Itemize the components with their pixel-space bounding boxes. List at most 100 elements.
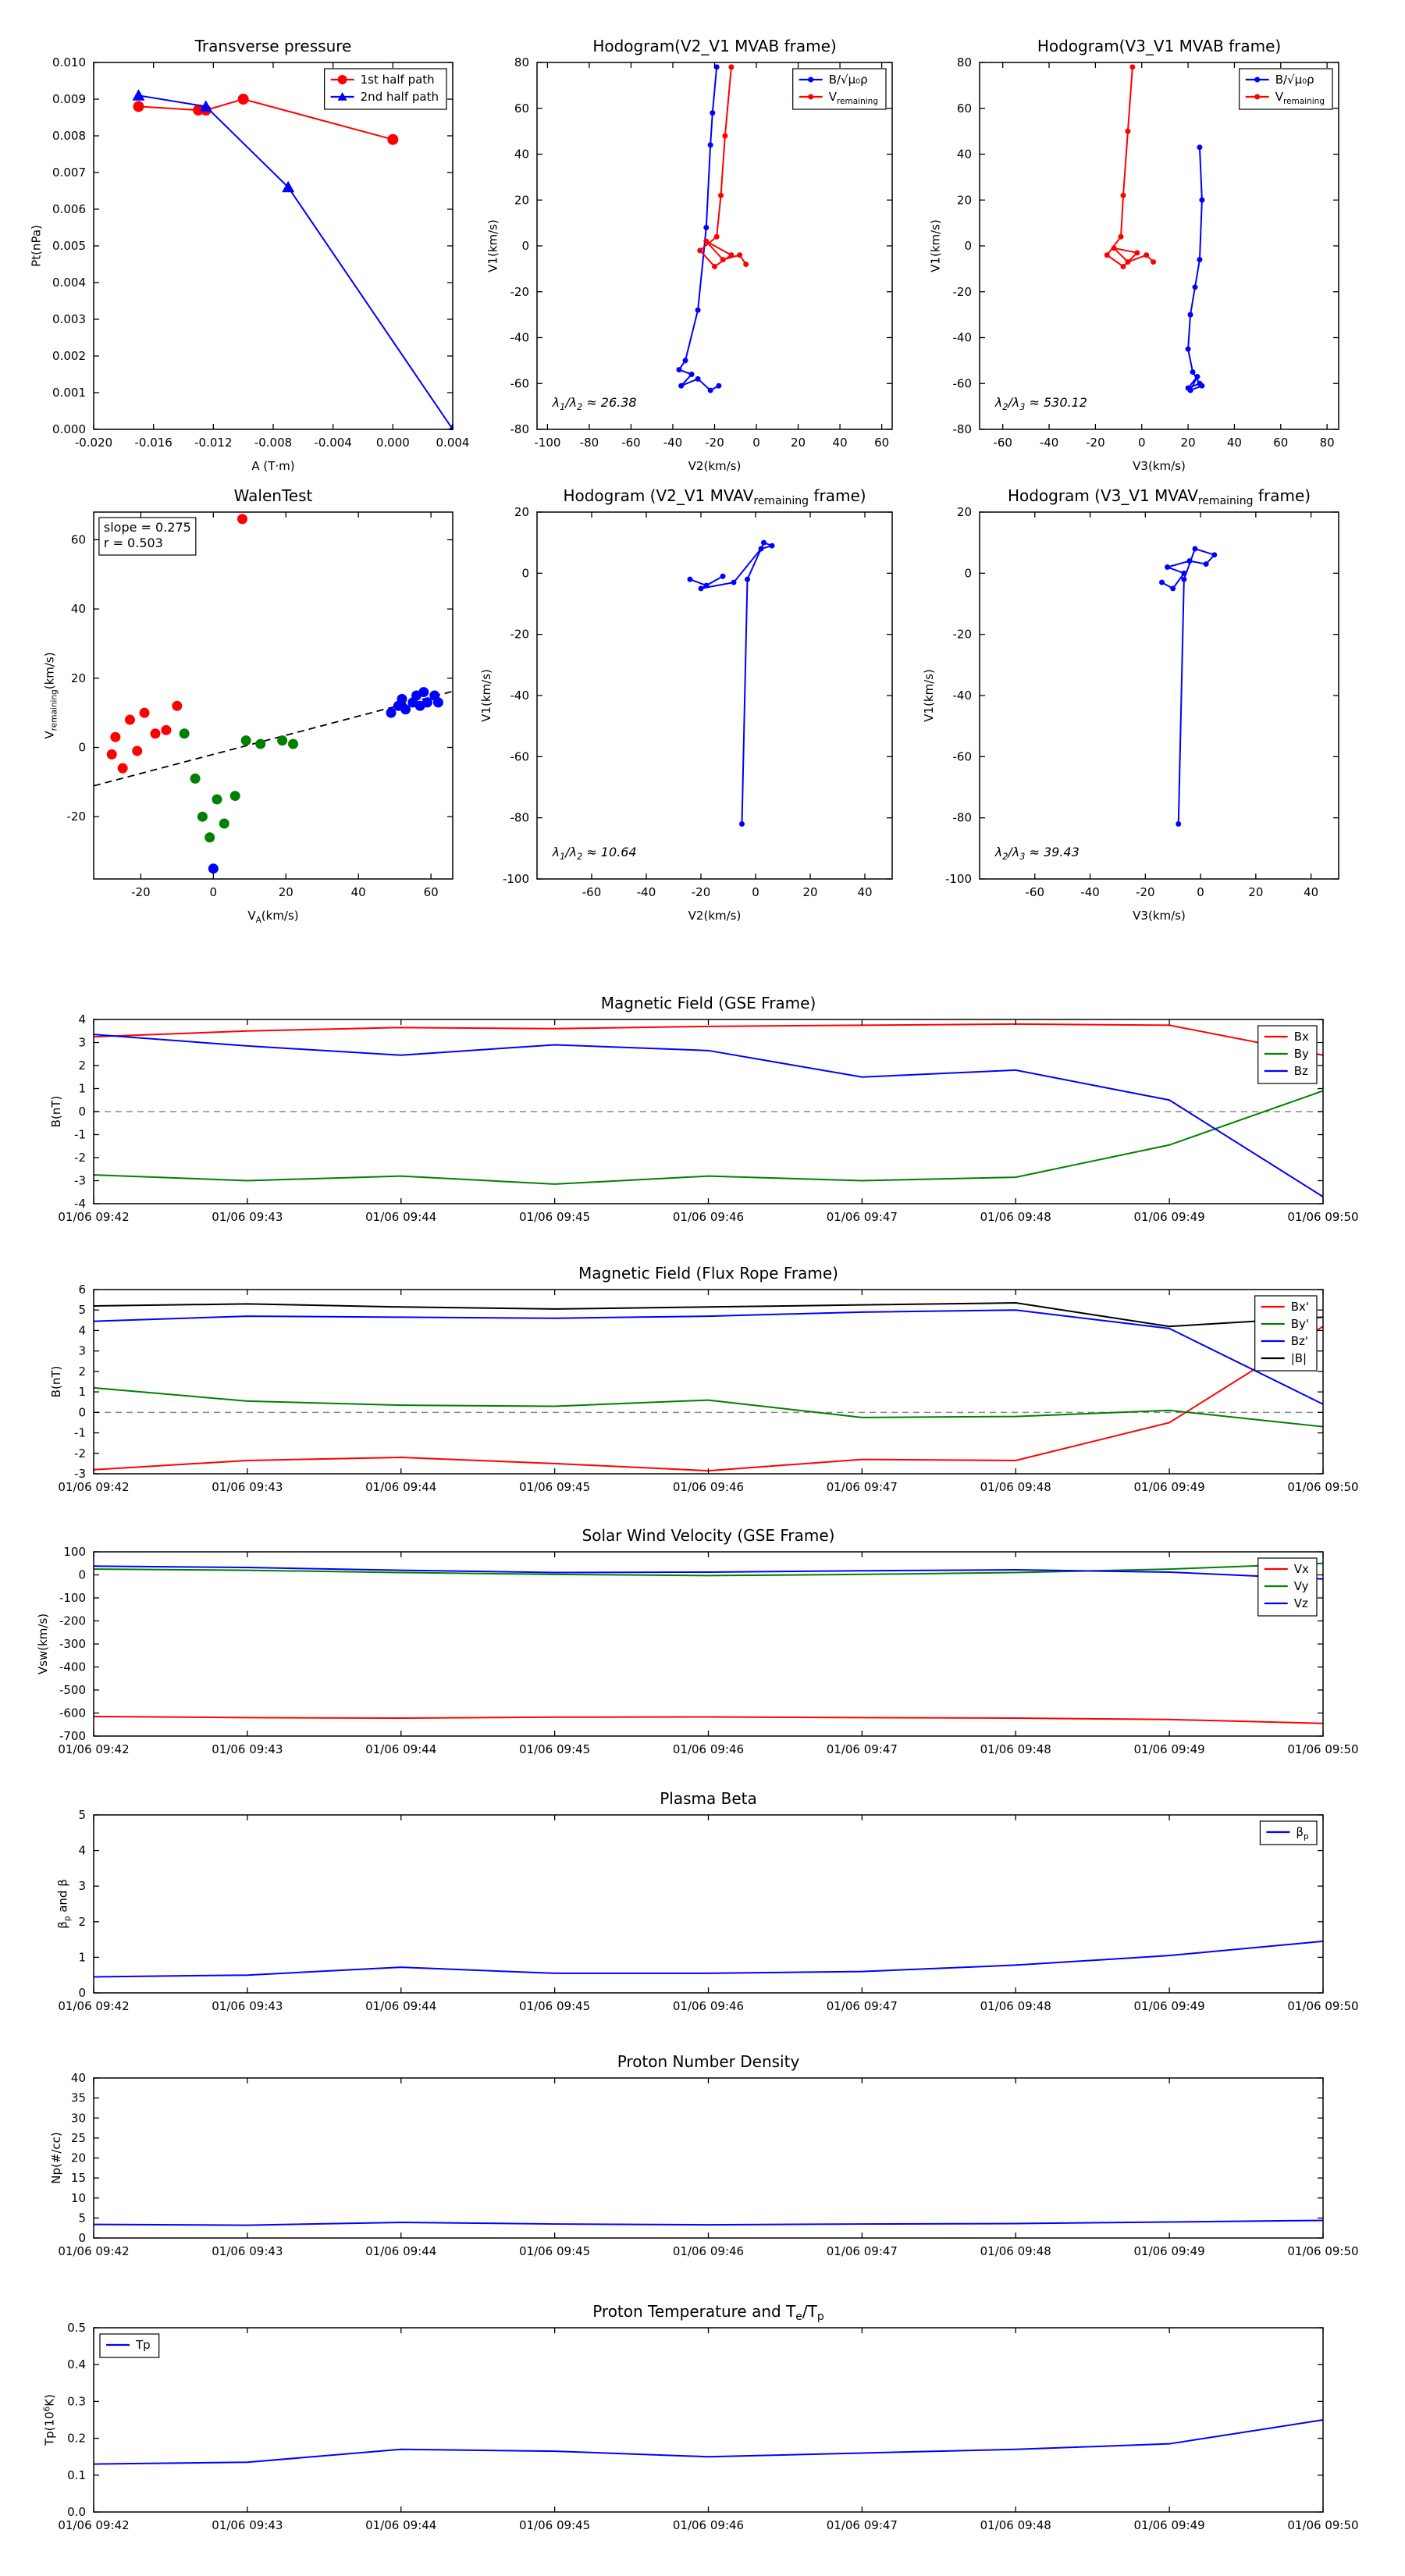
svg-text:01/06 09:43: 01/06 09:43: [212, 2244, 283, 2258]
svg-text:01/06 09:43: 01/06 09:43: [212, 1742, 283, 1756]
svg-text:0.001: 0.001: [52, 386, 86, 400]
svg-text:0: 0: [521, 566, 529, 580]
svg-text:2: 2: [78, 1915, 86, 1929]
svg-text:B(nT): B(nT): [49, 1096, 63, 1128]
svg-text:Vremaining: Vremaining: [829, 90, 878, 106]
svg-text:01/06 09:45: 01/06 09:45: [519, 2244, 590, 2258]
svg-text:5: 5: [78, 1303, 86, 1317]
svg-text:1: 1: [78, 1082, 86, 1096]
svg-text:By: By: [1294, 1047, 1309, 1061]
svg-text:-40: -40: [1080, 885, 1100, 899]
svg-text:60: 60: [1273, 436, 1288, 450]
svg-text:01/06 09:49: 01/06 09:49: [1134, 1480, 1205, 1494]
svg-text:01/06 09:42: 01/06 09:42: [58, 2244, 129, 2258]
svg-text:Bz': Bz': [1291, 1334, 1308, 1348]
svg-text:01/06 09:43: 01/06 09:43: [212, 1999, 283, 2013]
svg-text:4: 4: [78, 1323, 86, 1337]
svg-text:Vz: Vz: [1294, 1596, 1308, 1610]
svg-text:01/06 09:46: 01/06 09:46: [673, 1999, 744, 2013]
svg-text:Plasma Beta: Plasma Beta: [660, 1789, 757, 1808]
svg-text:01/06 09:46: 01/06 09:46: [673, 1480, 744, 1494]
svg-text:Pt(nPa): Pt(nPa): [30, 225, 44, 267]
svg-text:-80: -80: [580, 436, 599, 450]
svg-text:0.1: 0.1: [67, 2468, 86, 2482]
svg-text:0.003: 0.003: [52, 312, 86, 326]
svg-text:15: 15: [71, 2171, 86, 2185]
svg-text:40: 40: [351, 885, 366, 899]
svg-text:V3(km/s): V3(km/s): [1133, 459, 1186, 473]
svg-text:B/√μ₀ρ: B/√μ₀ρ: [829, 73, 868, 87]
svg-text:20: 20: [71, 671, 86, 685]
svg-text:0: 0: [78, 1405, 86, 1419]
svg-text:1: 1: [78, 1950, 86, 1964]
svg-text:01/06 09:48: 01/06 09:48: [980, 2518, 1051, 2532]
svg-text:01/06 09:50: 01/06 09:50: [1287, 2244, 1358, 2258]
svg-text:-60: -60: [621, 436, 641, 450]
svg-text:-20: -20: [705, 436, 724, 450]
svg-text:01/06 09:47: 01/06 09:47: [827, 1999, 898, 2013]
svg-text:0.004: 0.004: [436, 436, 470, 450]
chart-solar-wind-velocity: 01/06 09:42 01/06 09:43 01/06 09:44 01/06 0…: [36, 1526, 1359, 1756]
svg-text:-60: -60: [510, 376, 530, 390]
svg-text:|B|: |B|: [1291, 1351, 1307, 1365]
svg-text:-40: -40: [637, 885, 656, 899]
svg-text:01/06 09:47: 01/06 09:47: [827, 1742, 898, 1756]
svg-text:-500: -500: [59, 1683, 86, 1697]
svg-text:01/06 09:45: 01/06 09:45: [519, 1742, 590, 1756]
svg-text:2: 2: [78, 1364, 86, 1379]
chart-magnetic-field-flux-rope: 01/06 09:42 01/06 09:43 01/06 09:44 01/06 0…: [49, 1264, 1359, 1494]
svg-text:Bx: Bx: [1294, 1030, 1309, 1044]
svg-text:-40: -40: [510, 331, 530, 345]
svg-text:20: 20: [957, 193, 972, 207]
svg-text:βp: βp: [1296, 1825, 1309, 1841]
svg-text:60: 60: [71, 532, 86, 546]
svg-text:-40: -40: [663, 436, 683, 450]
svg-text:01/06 09:44: 01/06 09:44: [365, 2518, 436, 2532]
svg-text:01/06 09:46: 01/06 09:46: [673, 1210, 744, 1224]
svg-text:Vx: Vx: [1294, 1562, 1309, 1576]
svg-text:-20: -20: [510, 285, 530, 299]
svg-text:λ2/λ3 ≈ 530.12: λ2/λ3 ≈ 530.12: [994, 395, 1087, 412]
svg-text:5: 5: [78, 1808, 86, 1822]
svg-text:3: 3: [78, 1036, 86, 1050]
svg-text:10: 10: [71, 2191, 86, 2205]
svg-text:-1: -1: [74, 1426, 86, 1440]
svg-text:-80: -80: [953, 422, 973, 436]
svg-text:-40: -40: [953, 331, 973, 345]
svg-text:01/06 09:47: 01/06 09:47: [827, 2244, 898, 2258]
svg-text:0: 0: [521, 239, 529, 253]
svg-text:40: 40: [833, 436, 848, 450]
svg-text:20: 20: [1181, 436, 1196, 450]
svg-text:01/06 09:48: 01/06 09:48: [980, 1210, 1051, 1224]
svg-text:01/06 09:49: 01/06 09:49: [1134, 1742, 1205, 1756]
svg-text:-60: -60: [510, 749, 530, 763]
svg-text:-600: -600: [59, 1706, 86, 1720]
chart-plasma-beta: 01/06 09:42 01/06 09:43 01/06 09:44 01/06 0…: [56, 1789, 1359, 2013]
svg-text:01/06 09:49: 01/06 09:49: [1134, 2244, 1205, 2258]
svg-text:20: 20: [514, 193, 529, 207]
svg-text:01/06 09:48: 01/06 09:48: [980, 1999, 1051, 2013]
svg-text:V1(km/s): V1(km/s): [922, 669, 936, 722]
svg-text:Vy: Vy: [1294, 1579, 1309, 1593]
svg-text:0: 0: [752, 885, 759, 899]
svg-text:Hodogram(V2_V1 MVAB frame): Hodogram(V2_V1 MVAB frame): [592, 37, 836, 55]
svg-text:35: 35: [71, 2091, 86, 2105]
svg-text:-80: -80: [953, 811, 973, 825]
svg-text:λ1/λ2 ≈ 26.38: λ1/λ2 ≈ 26.38: [552, 395, 637, 412]
svg-text:6: 6: [78, 1283, 86, 1297]
svg-text:01/06 09:49: 01/06 09:49: [1134, 2518, 1205, 2532]
chart-transverse-pressure: -0.020 -0.016 -0.012 -0.008 -0.004 0.000 0.004…: [30, 37, 470, 473]
svg-text:01/06 09:46: 01/06 09:46: [673, 2518, 744, 2532]
svg-text:-4: -4: [74, 1197, 86, 1211]
svg-text:1: 1: [78, 1385, 86, 1399]
svg-text:0: 0: [752, 436, 760, 450]
svg-text:01/06 09:47: 01/06 09:47: [827, 1480, 898, 1494]
svg-text:Tp(106K): Tp(106K): [43, 2394, 57, 2446]
svg-text:0.006: 0.006: [52, 202, 86, 216]
svg-text:0.000: 0.000: [376, 436, 410, 450]
svg-text:-100: -100: [59, 1591, 86, 1605]
svg-text:80: 80: [1320, 436, 1335, 450]
svg-text:-80: -80: [510, 811, 530, 825]
chart-hodogram-v2v1-mvab: -100 -80 -60 -40 -20 0 20 40 60 -80 -60 -40 -20 0 20 40…: [486, 37, 893, 473]
svg-text:0: 0: [1197, 885, 1204, 899]
